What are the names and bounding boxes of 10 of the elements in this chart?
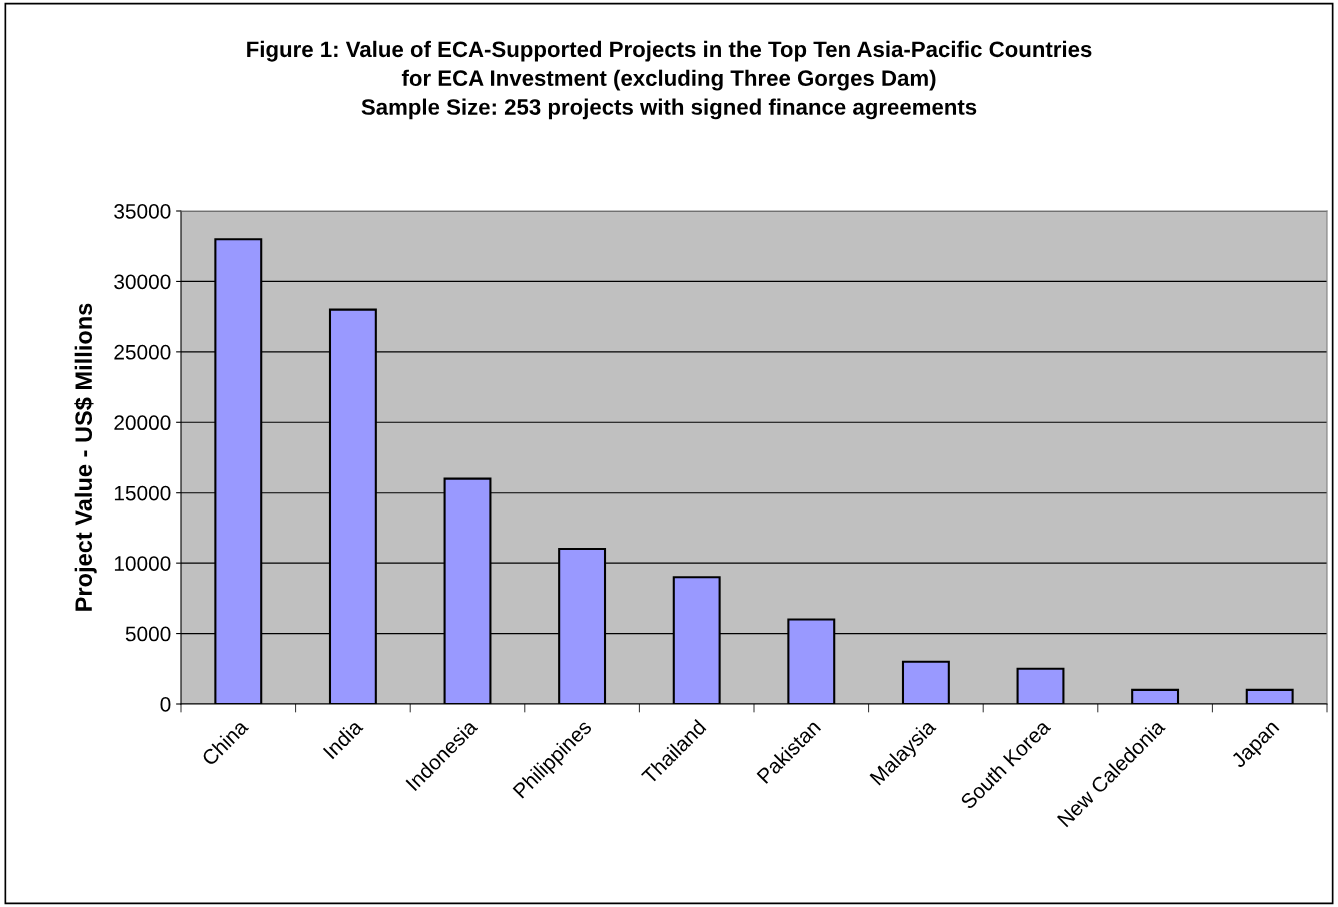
y-tick-label: 0 (160, 697, 171, 712)
y-tick-label: 20000 (114, 415, 171, 431)
y-tick-label: 35000 (114, 204, 171, 219)
y-tick-label: 5000 (125, 626, 171, 642)
y-axis-title: Project Value - US$ Millions (74, 303, 97, 611)
y-tick-label: 10000 (114, 556, 171, 571)
y-tick-label: 15000 (114, 485, 171, 501)
chart-title: Figure 1: Value of ECA-Supported Projects in the Top Ten Asia-Pacific Countries for ECA Investment (excluding Three Gorges Dam) Sample Size: 253 projects with signed finance agreements (247, 40, 1092, 120)
y-tick-label: 25000 (114, 344, 171, 360)
y-tick-label: 30000 (114, 274, 171, 290)
